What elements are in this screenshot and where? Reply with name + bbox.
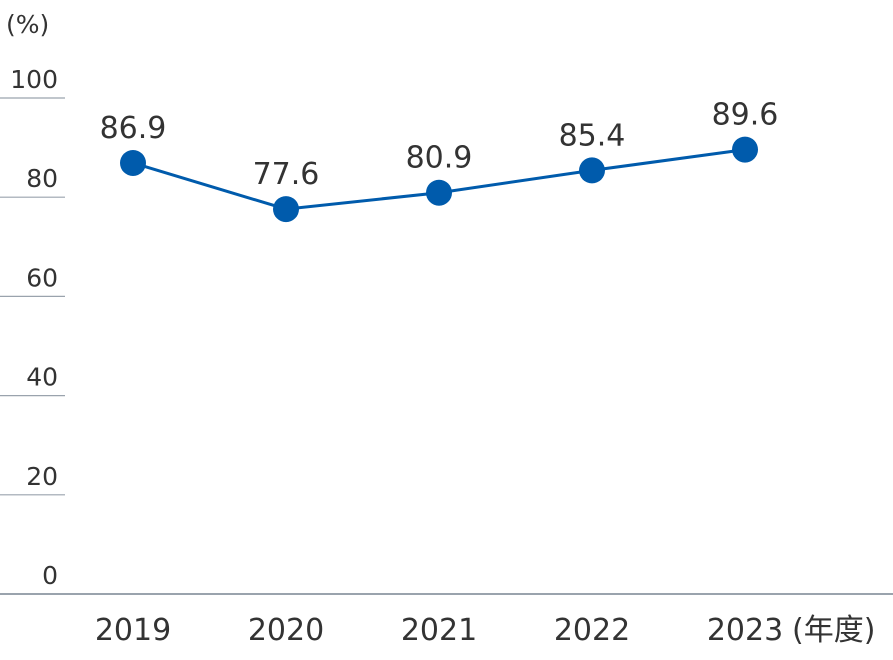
y-tick-label: 100 [10, 65, 58, 94]
data-point [120, 149, 146, 176]
x-axis-labels: 2019 2020 2021 2022 2023 [95, 613, 783, 648]
x-tick-label: 2020 [248, 613, 324, 648]
data-point [426, 179, 452, 206]
y-tick-label: 80 [26, 164, 58, 193]
x-tick-label: 2023 [707, 613, 783, 648]
data-point [579, 157, 605, 184]
y-tick-label: 20 [26, 462, 58, 491]
y-tick-label: 0 [42, 561, 58, 590]
y-axis-unit-label: (%) [6, 10, 49, 39]
data-point [273, 196, 299, 223]
data-label: 85.4 [559, 118, 626, 153]
data-label: 89.6 [712, 98, 779, 133]
y-tick-label: 40 [26, 363, 58, 392]
data-label: 80.9 [406, 141, 473, 176]
data-point [732, 136, 758, 163]
data-label: 86.9 [100, 111, 167, 146]
data-label: 77.6 [253, 157, 320, 192]
series-layer: 86.9 77.6 80.9 85.4 89.6 [100, 98, 779, 223]
x-tick-label: 2019 [95, 613, 171, 648]
x-tick-label: 2021 [401, 613, 477, 648]
y-axis-ticks: 0 20 40 60 80 100 [0, 65, 65, 590]
y-tick-label: 60 [26, 263, 58, 292]
x-axis-unit-label: (年度) [792, 613, 875, 648]
x-tick-label: 2022 [554, 613, 630, 648]
